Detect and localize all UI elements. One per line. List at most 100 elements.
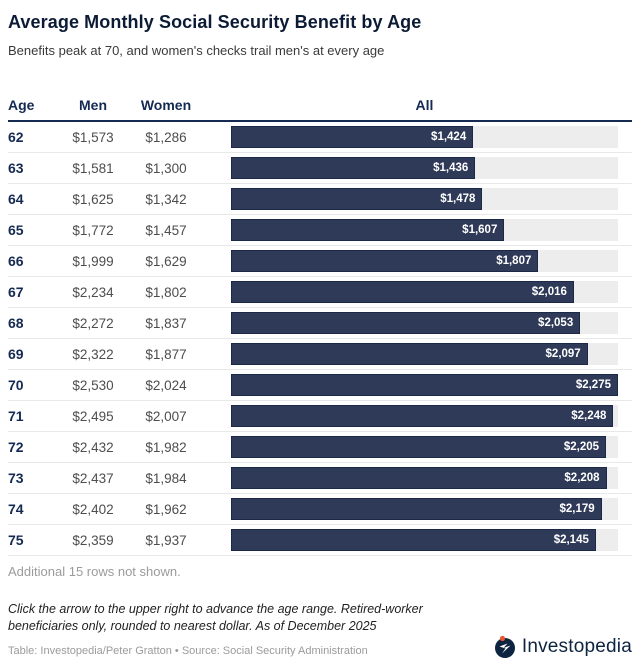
bar-value-label: $2,016 <box>531 286 567 298</box>
age-cell: 69 <box>8 346 24 362</box>
bar-track: $2,053 <box>231 312 618 334</box>
age-cell: 64 <box>8 191 24 207</box>
chart-note: Click the arrow to the upper right to ad… <box>8 602 423 633</box>
all-bar-cell: $1,436 <box>206 153 632 183</box>
table-row: 62 $1,573 $1,286 $1,424 <box>8 122 632 153</box>
men-value: $2,272 <box>72 315 114 331</box>
men-value: $2,437 <box>72 470 114 486</box>
bar: $2,208 <box>231 467 607 489</box>
table-row: 68 $2,272 $1,837 $2,053 <box>8 308 632 339</box>
men-value: $2,234 <box>72 284 114 300</box>
women-value: $2,024 <box>145 377 187 393</box>
bar-value-label: $2,208 <box>564 472 600 484</box>
bar: $2,053 <box>231 312 581 334</box>
bar-value-label: $2,248 <box>571 410 607 422</box>
bar-track: $1,807 <box>231 250 618 272</box>
table-row: 64 $1,625 $1,342 $1,478 <box>8 184 632 215</box>
table-header-row: Age Men Women All <box>8 97 632 122</box>
bar-track: $1,424 <box>231 126 618 148</box>
credit-line: Table: Investopedia/Peter Gratton • Sour… <box>8 644 368 657</box>
bar-value-label: $2,205 <box>563 441 600 453</box>
bar-track: $2,275 <box>231 374 618 396</box>
all-bar-cell: $1,807 <box>206 246 632 276</box>
women-value: $1,342 <box>145 191 187 207</box>
footer: Click the arrow to the upper right to ad… <box>8 601 632 659</box>
bar-value-label: $2,145 <box>553 534 589 546</box>
bar: $1,607 <box>231 219 505 241</box>
bar-track: $1,436 <box>231 157 618 179</box>
investopedia-logo[interactable]: Investopedia <box>493 635 632 659</box>
bar-track: $1,607 <box>231 219 618 241</box>
column-header-all: All <box>415 97 434 113</box>
bar-value-label: $1,807 <box>496 255 532 267</box>
chart-subtitle: Benefits peak at 70, and women's checks … <box>8 43 385 58</box>
all-bar-cell: $2,275 <box>206 370 632 400</box>
table-row: 74 $2,402 $1,962 $2,179 <box>8 494 632 525</box>
age-cell: 72 <box>8 439 24 455</box>
table-row: 71 $2,495 $2,007 $2,248 <box>8 401 632 432</box>
column-header-women: Women <box>140 97 192 113</box>
bar: $2,145 <box>231 529 596 551</box>
table-row: 70 $2,530 $2,024 $2,275 <box>8 370 632 401</box>
all-bar-cell: $1,478 <box>206 184 632 214</box>
age-cell: 65 <box>8 222 24 238</box>
investopedia-logo-text: Investopedia <box>521 635 632 657</box>
table-row: 67 $2,234 $1,802 $2,016 <box>8 277 632 308</box>
women-value: $1,937 <box>145 532 187 548</box>
women-value: $1,300 <box>145 160 187 176</box>
women-value: $1,982 <box>145 439 187 455</box>
table-row: 73 $2,437 $1,984 $2,208 <box>8 463 632 494</box>
men-value: $2,402 <box>72 501 114 517</box>
bar-value-label: $1,436 <box>433 162 469 174</box>
age-cell: 75 <box>8 532 24 548</box>
bar-value-label: $1,607 <box>462 224 498 236</box>
table-row: 65 $1,772 $1,457 $1,607 <box>8 215 632 246</box>
bar-value-label: $2,053 <box>538 317 574 329</box>
table-row: 63 $1,581 $1,300 $1,436 <box>8 153 632 184</box>
women-value: $1,457 <box>145 222 187 238</box>
table-row: 69 $2,322 $1,877 $2,097 <box>8 339 632 370</box>
bar: $1,478 <box>231 188 483 210</box>
men-value: $2,530 <box>72 377 114 393</box>
bar-track: $2,097 <box>231 343 618 365</box>
women-value: $1,962 <box>145 501 187 517</box>
women-value: $1,286 <box>145 129 187 145</box>
bar: $2,248 <box>231 405 614 427</box>
all-bar-cell: $1,424 <box>206 122 632 152</box>
chart-card: Average Monthly Social Security Benefit … <box>0 12 640 659</box>
all-bar-cell: $2,053 <box>206 308 632 338</box>
all-bar-cell: $1,607 <box>206 215 632 245</box>
chart-title: Average Monthly Social Security Benefit … <box>8 12 422 32</box>
bar-track: $2,248 <box>231 405 618 427</box>
bar: $1,807 <box>231 250 539 272</box>
bar-track: $2,145 <box>231 529 618 551</box>
men-value: $1,573 <box>72 129 114 145</box>
bar-value-label: $2,275 <box>575 379 611 391</box>
age-cell: 62 <box>8 129 24 145</box>
bar-track: $2,208 <box>231 467 618 489</box>
all-bar-cell: $2,016 <box>206 277 632 307</box>
investopedia-logo-icon <box>493 635 517 659</box>
men-value: $2,322 <box>72 346 114 362</box>
women-value: $1,837 <box>145 315 187 331</box>
age-cell: 67 <box>8 284 24 300</box>
all-bar-cell: $2,179 <box>206 494 632 524</box>
age-cell: 71 <box>8 408 24 424</box>
age-cell: 70 <box>8 377 24 393</box>
column-header-all-wrap: All <box>206 97 632 113</box>
men-value: $1,581 <box>72 160 114 176</box>
men-value: $1,772 <box>72 222 114 238</box>
men-value: $1,625 <box>72 191 114 207</box>
all-bar-cell: $2,145 <box>206 525 632 555</box>
age-cell: 73 <box>8 470 24 486</box>
women-value: $1,984 <box>145 470 187 486</box>
column-header-men: Men <box>79 97 107 113</box>
bar-track: $2,016 <box>231 281 618 303</box>
men-value: $2,359 <box>72 532 114 548</box>
table-row: 75 $2,359 $1,937 $2,145 <box>8 525 632 556</box>
table-body: 62 $1,573 $1,286 $1,424 63 $1,581 $1,300 $1,436… <box>8 122 632 556</box>
women-value: $1,629 <box>145 253 187 269</box>
bar-value-label: $1,478 <box>440 193 476 205</box>
footer-notes: Click the arrow to the upper right to ad… <box>8 601 493 657</box>
age-cell: 74 <box>8 501 24 517</box>
